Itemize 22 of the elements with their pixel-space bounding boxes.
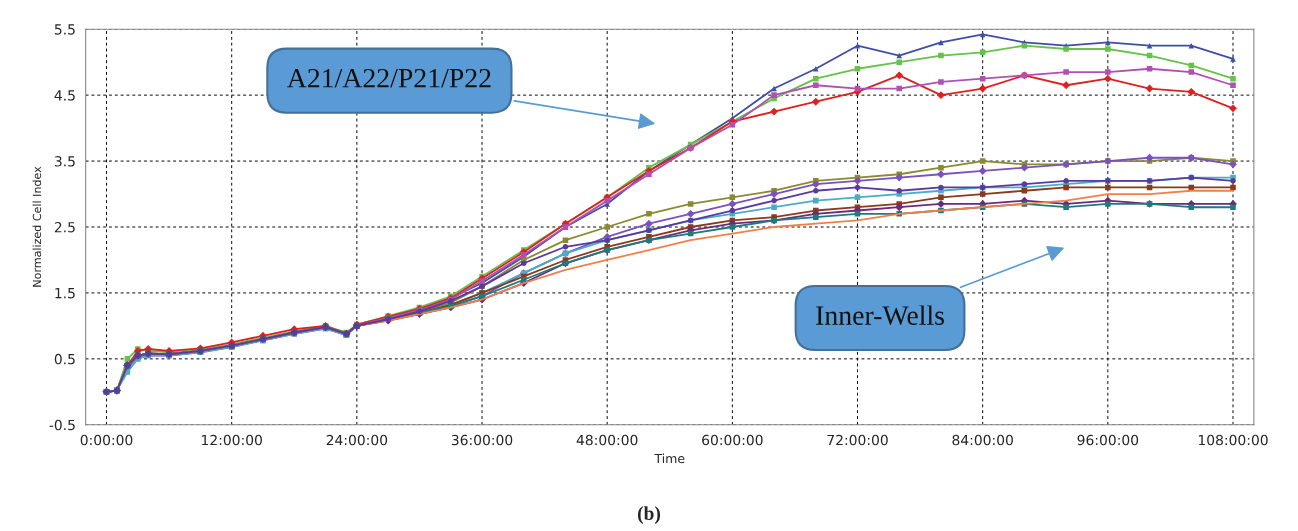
y-tick-label: 0.5: [54, 353, 75, 365]
annotation: Inner-Wells: [816, 305, 944, 326]
x-tick-label: 12:00:00: [202, 434, 262, 446]
x-tick-label: 0:00:00: [80, 434, 133, 446]
x-tick-label: 60:00:00: [702, 434, 763, 446]
x-tick-label: 72:00:00: [827, 434, 888, 446]
annotation: A21/A22/P21/P22: [287, 68, 491, 88]
y-tick-label: 3.5: [54, 156, 75, 167]
x-tick-label: 24:00:00: [326, 434, 388, 446]
text: (b): [637, 506, 661, 524]
y-tick-label: 1.5: [55, 288, 75, 299]
y-tick-label: 2.5: [54, 221, 75, 233]
x-tick-label: 96:00:00: [1077, 434, 1139, 446]
y-axis-title: Normalized Cell Index: [32, 166, 42, 287]
y-tick-label: 4.5: [54, 90, 75, 101]
x-tick-label: 84:00:00: [952, 434, 1013, 446]
x-axis-title: Time: [654, 453, 685, 464]
y-tick-label: -0.5: [49, 419, 75, 431]
x-tick-label: 48:00:00: [576, 434, 638, 446]
x-tick-label: 36:00:00: [451, 434, 513, 446]
y-tick-label: 5.5: [54, 24, 75, 35]
x-tick-label: 108:00:00: [1198, 434, 1268, 446]
